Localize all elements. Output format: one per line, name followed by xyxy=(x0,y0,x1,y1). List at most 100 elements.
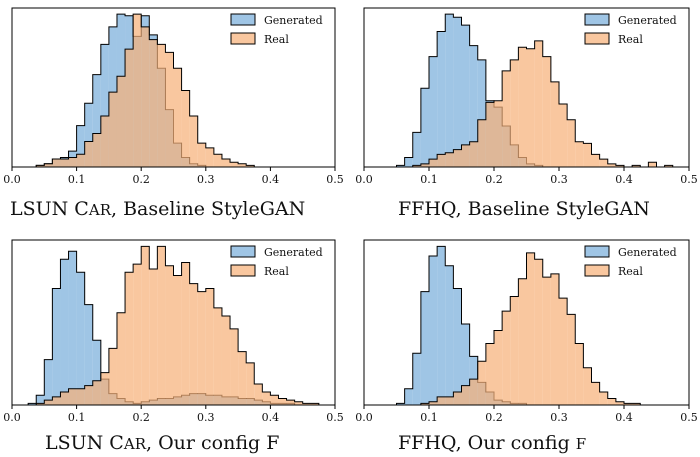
hist-bar-real xyxy=(575,141,584,167)
x-tick-label: 0.4 xyxy=(615,173,633,186)
hist-bar-real xyxy=(100,116,109,167)
hist-bar-generated xyxy=(453,17,462,167)
hist-bar-generated xyxy=(68,251,77,405)
legend: Generated Real xyxy=(584,13,677,46)
legend-swatch-generated xyxy=(584,13,610,26)
hist-bar-real xyxy=(125,49,134,167)
legend-swatch-generated xyxy=(230,245,256,258)
hist-bar-real xyxy=(68,388,77,405)
x-tick-label: 0.4 xyxy=(262,173,280,186)
legend-swatch-generated xyxy=(230,13,256,26)
hist-bar-real xyxy=(108,92,117,167)
hist-bar-real xyxy=(445,396,454,405)
x-tick-label: 0.5 xyxy=(680,411,698,424)
x-tick-label: 0.1 xyxy=(420,173,438,186)
legend-swatch-real xyxy=(230,264,256,277)
hist-bar-real xyxy=(189,283,198,405)
hist-bar-real xyxy=(60,159,69,167)
legend-swatch-generated xyxy=(584,245,610,258)
hist-bar-real xyxy=(412,165,421,167)
hist-bar-real xyxy=(632,165,641,167)
hist-bar-real xyxy=(534,259,543,405)
hist-bar-generated xyxy=(477,59,486,167)
series-real xyxy=(28,245,320,406)
hist-bar-real xyxy=(575,343,584,405)
hist-bar-real xyxy=(526,48,535,167)
hist-bar-real xyxy=(615,165,625,167)
hist-bar-real xyxy=(599,159,608,167)
hist-bar-real xyxy=(181,262,190,405)
hist-bar-generated xyxy=(36,395,45,405)
hist-bar-real xyxy=(310,403,319,405)
hist-bar-real xyxy=(420,403,430,405)
hist-outline-real xyxy=(396,252,673,406)
hist-bar-generated xyxy=(396,165,405,167)
hist-bar-real xyxy=(108,348,117,405)
hist-bar-real xyxy=(68,157,77,167)
x-tick-label: 0.3 xyxy=(550,411,568,424)
hist-bar-real xyxy=(550,81,560,167)
hist-bar-generated xyxy=(437,31,446,168)
hist-bar-real xyxy=(485,102,495,167)
hist-bar-real xyxy=(453,149,462,167)
hist-bar-real xyxy=(278,398,287,405)
hist-bar-real xyxy=(165,265,174,405)
hist-bar-real xyxy=(173,275,182,405)
hist-bar-real xyxy=(262,392,271,405)
hist-bar-real xyxy=(469,141,478,167)
hist-bar-real xyxy=(221,159,231,167)
hist-bar-real xyxy=(44,400,53,405)
hist-bar-real xyxy=(510,59,519,167)
hist-bar-real xyxy=(461,144,470,167)
hist-bar-real xyxy=(100,372,109,405)
x-tick-label: 0.2 xyxy=(485,411,503,424)
legend-label-real: Real xyxy=(618,265,643,278)
hist-bar-real xyxy=(189,116,198,167)
hist-bar-real xyxy=(607,398,616,405)
hist-bar-real xyxy=(165,52,174,168)
hist-bar-real xyxy=(36,165,45,167)
x-tick-label: 0.4 xyxy=(615,411,633,424)
hist-bar-real xyxy=(461,385,470,405)
hist-bar-real xyxy=(238,351,247,405)
legend-label-real: Real xyxy=(618,33,643,46)
legend-label-generated: Generated xyxy=(264,14,323,27)
hist-bar-real xyxy=(52,159,61,167)
hist-bar-generated xyxy=(445,14,454,168)
hist-bar-real xyxy=(534,40,543,167)
series-real xyxy=(396,252,673,406)
x-tick-label: 0.2 xyxy=(485,173,503,186)
x-tick-label: 0.0 xyxy=(3,411,21,424)
hist-bar-real xyxy=(518,278,527,405)
hist-bar-real xyxy=(157,44,166,168)
hist-bar-generated xyxy=(44,359,53,405)
hist-bar-real xyxy=(542,56,551,167)
chart-caption: LSUN CAR, Baseline StyleGAN xyxy=(10,198,305,220)
hist-bar-real xyxy=(445,152,454,167)
hist-bar-real xyxy=(76,154,85,167)
hist-bar-generated xyxy=(469,45,478,167)
x-tick-label: 0.0 xyxy=(355,411,373,424)
hist-bar-real xyxy=(648,162,657,167)
hist-bar-generated xyxy=(76,272,85,405)
hist-bar-generated xyxy=(420,88,430,167)
legend-label-real: Real xyxy=(264,33,289,46)
hist-bar-real xyxy=(429,159,438,167)
hist-bar-real xyxy=(567,314,576,405)
x-tick-label: 0.4 xyxy=(262,411,280,424)
hist-bar-real xyxy=(116,312,126,405)
hist-bar-real xyxy=(526,252,535,405)
x-tick-label: 0.1 xyxy=(68,173,86,186)
hist-bar-generated xyxy=(76,125,85,167)
hist-bar-real xyxy=(583,143,592,167)
hist-bar-real xyxy=(270,395,279,405)
hist-bar-real xyxy=(84,141,93,167)
hist-bar-real xyxy=(141,26,150,167)
chart-panel-3: 0.0 0.1 0.2 0.3 0.4 0.5 Generated Real LSUN CAR,… xyxy=(3,239,344,454)
hist-bar-real xyxy=(133,14,142,168)
x-tick-label: 0.1 xyxy=(420,411,438,424)
hist-bar-real xyxy=(542,277,551,405)
hist-bar-generated xyxy=(92,340,101,405)
hist-bar-real xyxy=(420,163,430,167)
x-tick-label: 0.5 xyxy=(326,173,344,186)
